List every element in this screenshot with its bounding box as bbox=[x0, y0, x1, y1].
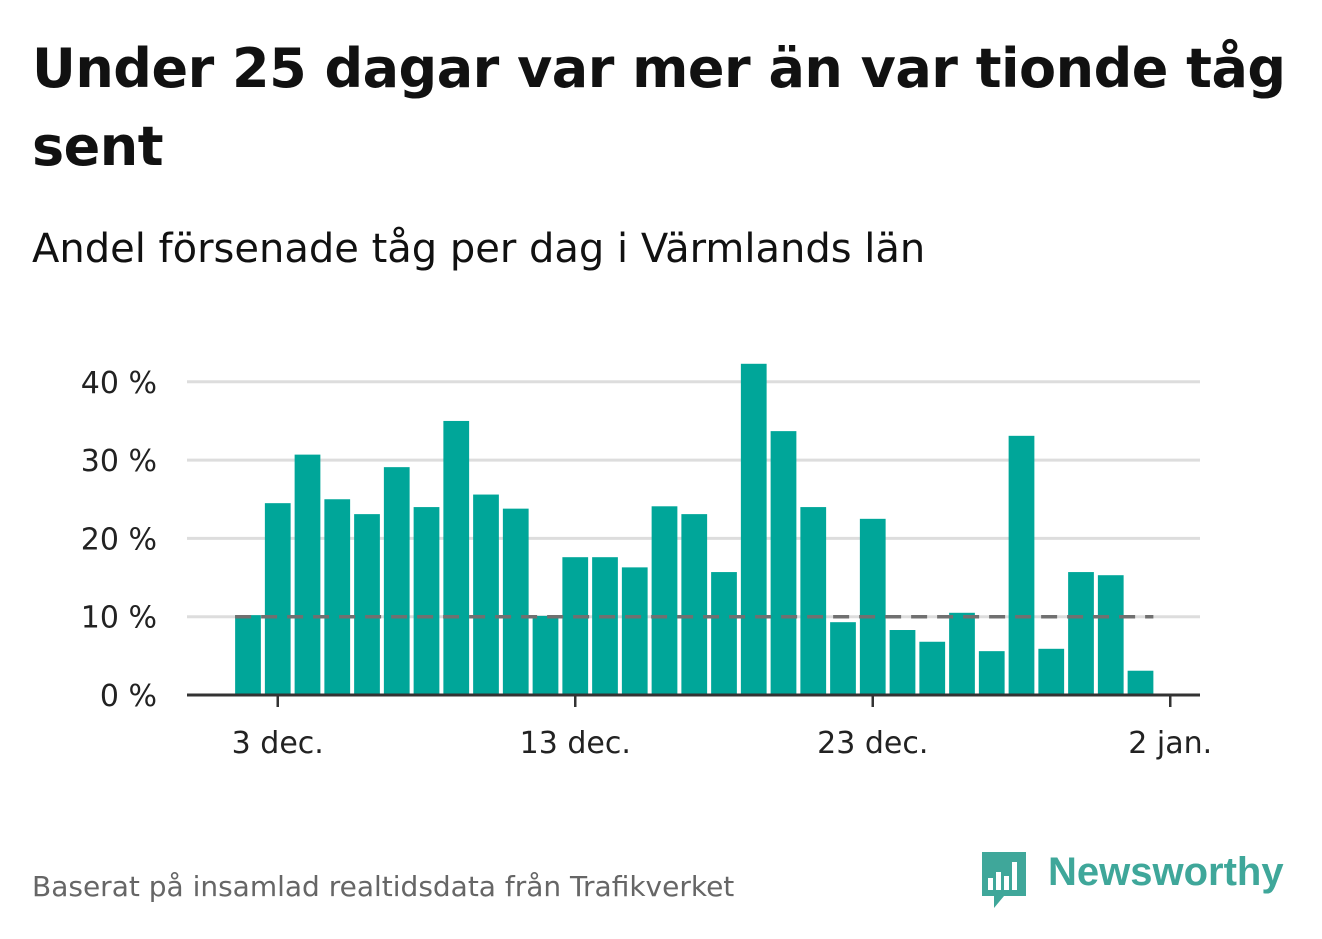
bar bbox=[740, 363, 767, 695]
bar bbox=[532, 615, 559, 695]
bar bbox=[1127, 670, 1154, 695]
bar bbox=[383, 467, 410, 695]
bar bbox=[592, 557, 618, 695]
bar bbox=[830, 622, 856, 695]
bar bbox=[354, 514, 380, 695]
bar bbox=[294, 454, 321, 695]
bars bbox=[235, 363, 1154, 695]
y-tick-label: 0 % bbox=[100, 679, 157, 714]
bar bbox=[502, 508, 529, 695]
x-tick-label: 23 dec. bbox=[817, 726, 928, 761]
bar bbox=[1008, 435, 1035, 695]
source-note: Baserat på insamlad realtidsdata från Tr… bbox=[32, 870, 735, 903]
bar bbox=[264, 503, 291, 695]
chart-subtitle: Andel försenade tåg per dag i Värmlands … bbox=[32, 226, 926, 272]
bar bbox=[621, 567, 648, 695]
bar bbox=[443, 420, 470, 695]
bar bbox=[1097, 575, 1124, 695]
bar bbox=[949, 612, 975, 695]
newsworthy-logo-text: Newsworthy bbox=[1048, 850, 1284, 894]
bar bbox=[651, 506, 678, 695]
x-axis: 3 dec. 13 dec. 23 dec. 2 jan. bbox=[187, 693, 1212, 761]
bar bbox=[1068, 572, 1094, 695]
y-tick-label: 10 % bbox=[81, 601, 157, 636]
bar bbox=[473, 494, 499, 695]
bar bbox=[711, 572, 737, 695]
bar bbox=[1038, 648, 1065, 695]
bar bbox=[919, 641, 946, 695]
bar bbox=[978, 651, 1005, 695]
bar bbox=[859, 518, 886, 695]
newsworthy-logo-icon bbox=[982, 852, 1026, 908]
bar bbox=[413, 507, 440, 695]
bar bbox=[235, 615, 261, 695]
y-axis-tick-labels: 0 % 10 % 20 % 30 % 40 % bbox=[81, 366, 157, 714]
bar bbox=[562, 557, 589, 695]
x-tick-label: 3 dec. bbox=[232, 726, 324, 761]
bar bbox=[800, 507, 827, 695]
x-tick-label: 2 jan. bbox=[1128, 726, 1212, 761]
bar bbox=[681, 514, 708, 695]
bar bbox=[324, 499, 351, 695]
newsworthy-logo: Newsworthy bbox=[980, 848, 1300, 910]
y-tick-label: 30 % bbox=[81, 444, 157, 479]
y-tick-label: 20 % bbox=[81, 522, 157, 557]
x-tick-label: 13 dec. bbox=[520, 726, 631, 761]
y-tick-label: 40 % bbox=[81, 366, 157, 401]
bar-chart: 0 % 10 % 20 % 30 % 40 % 3 dec. 13 dec. 23 dec.… bbox=[81, 363, 1212, 761]
chart-title: Under 25 dagar var mer än var tionde tåg… bbox=[32, 37, 1286, 178]
bar bbox=[889, 630, 916, 695]
bar bbox=[770, 431, 797, 695]
